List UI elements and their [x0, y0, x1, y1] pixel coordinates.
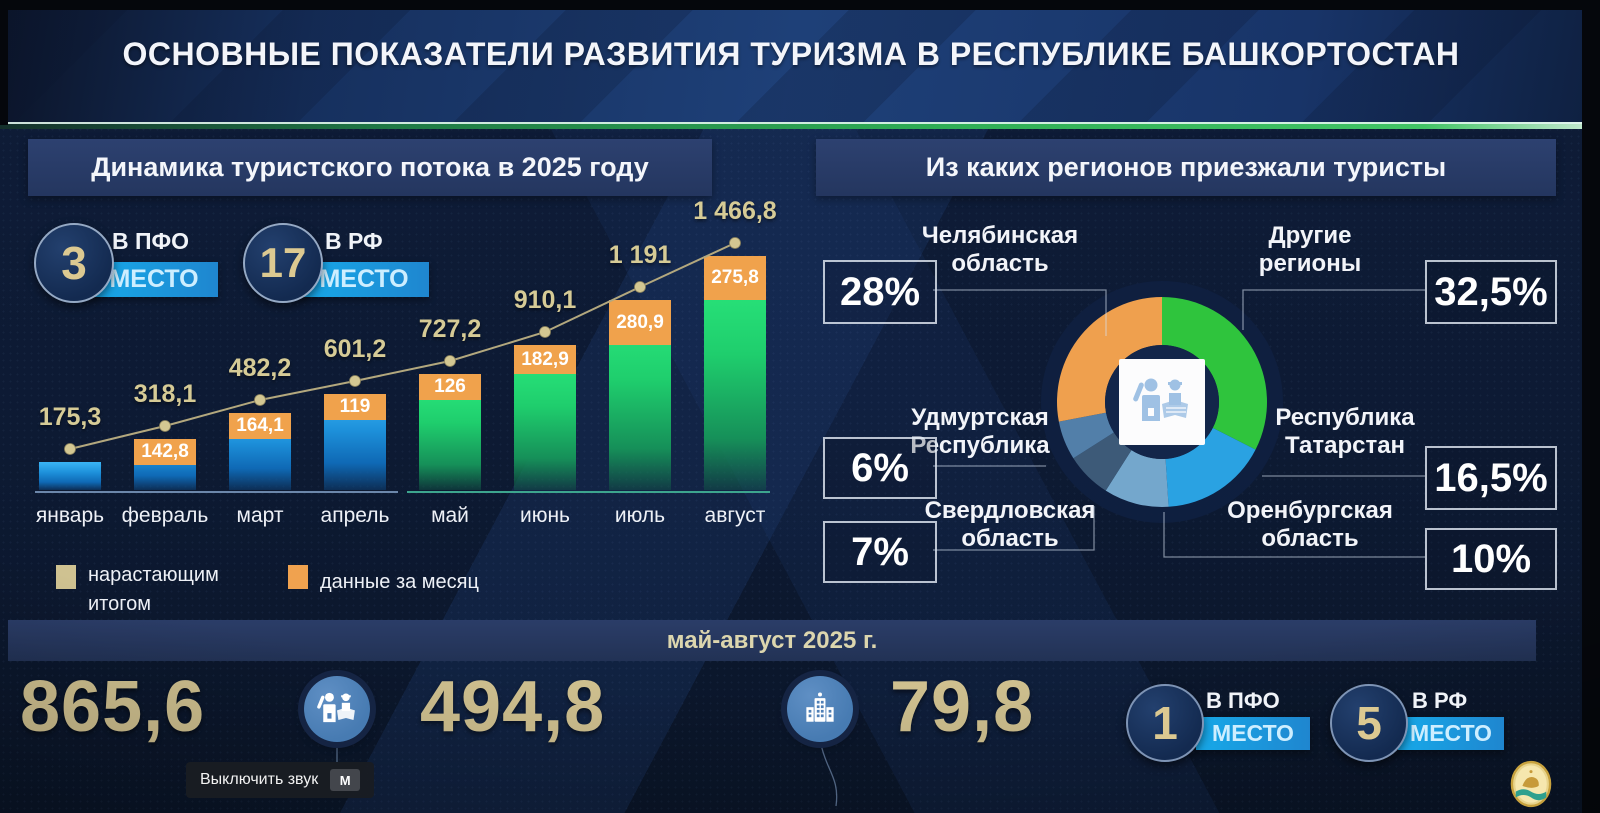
stat-season-flow: 494,8 — [420, 667, 606, 747]
pct-box-orenburg: 10% — [1425, 528, 1557, 590]
region-label-udmurtia: Удмуртская Республика — [910, 404, 1050, 459]
region-label-chelyabinsk: Челябинская область — [921, 222, 1079, 277]
mute-shortcut-key: M — [330, 769, 361, 791]
bar-апрель: 119 — [324, 394, 386, 490]
title-band — [0, 10, 1582, 122]
rank-value: 5 — [1356, 697, 1382, 749]
legend-label-cumulative: нарастающим итогом — [88, 564, 219, 615]
region-label-sverdlovsk: Свердловская область — [924, 497, 1096, 552]
pct-box-tatarstan: 16,5% — [1425, 446, 1557, 510]
region-label-tatarstan: Республика Татарстан — [1275, 404, 1415, 459]
bar-monthly-segment: 142,8 — [134, 439, 196, 465]
rank-scope-pfo: В ПФО — [1206, 688, 1280, 713]
donut-slice — [1162, 297, 1267, 450]
mute-tooltip-label: Выключить звук — [200, 771, 319, 788]
cumulative-value-label: 910,1 — [513, 286, 577, 314]
stat-tourist-flow-total: 865,6 — [20, 667, 206, 747]
donut-slice — [1105, 450, 1169, 507]
month-axis-label: август — [704, 504, 766, 527]
bar-август: 275,8 — [704, 256, 766, 490]
pct-box-other: 32,5% — [1425, 260, 1557, 324]
month-axis-label: июнь — [519, 504, 571, 527]
bar-январь — [39, 462, 101, 490]
rank-value: 1 — [1152, 697, 1178, 749]
rank-scope-pfo: В ПФО — [112, 228, 190, 254]
legend-swatch-cumulative — [56, 565, 76, 589]
donut-slice — [1057, 297, 1162, 422]
bar-июнь: 182,9 — [514, 345, 576, 490]
cumulative-value-label: 318,1 — [133, 380, 197, 408]
pct-box-chelyabinsk: 28% — [823, 260, 937, 324]
page-title: ОСНОВНЫЕ ПОКАЗАТЕЛИ РАЗВИТИЯ ТУРИЗМА В Р… — [122, 36, 1460, 72]
left-panel-title: Динамика туристского потока в 2025 году — [28, 139, 712, 196]
cumulative-value-label: 1 191 — [608, 241, 672, 269]
bar-февраль: 142,8 — [134, 439, 196, 490]
bar-май: 126 — [419, 374, 481, 490]
pct-box-udmurtia: 6% — [823, 437, 937, 499]
month-axis-label: июль — [614, 504, 666, 527]
period-band: май-август 2025 г. — [8, 620, 1536, 661]
donut-slice — [1165, 427, 1256, 507]
month-axis-label: январь — [35, 504, 105, 527]
rank-circle-pfo-1: 1 — [1126, 684, 1204, 762]
donut-slice — [1073, 432, 1132, 491]
rank-value: 3 — [61, 237, 87, 289]
player-mute-tooltip[interactable]: Выключить звук M — [186, 762, 375, 798]
letterbox-top — [0, 0, 1600, 10]
tourists-people-icon — [304, 676, 370, 742]
pct-box-sverdlovsk: 7% — [823, 521, 937, 583]
month-axis-label: апрель — [320, 504, 390, 527]
month-axis-label: май — [431, 504, 469, 527]
month-axis-label: март — [236, 504, 284, 527]
bar-monthly-segment: 182,9 — [514, 345, 576, 374]
cumulative-value-label: 1 466,8 — [693, 197, 777, 225]
legend-label-monthly: данные за месяц — [320, 571, 479, 593]
month-axis-label: февраль — [121, 504, 209, 527]
legend-swatch-monthly — [288, 565, 308, 589]
hotel-building-icon — [787, 676, 853, 742]
axis-baseline-may-aug — [407, 491, 770, 493]
bar-март: 164,1 — [229, 413, 291, 490]
bashkortostan-emblem-logo — [1510, 760, 1552, 813]
rank-value: 17 — [259, 239, 307, 286]
tourist-flow-bar-chart: 175,3 январь 142,8 318,1 февраль 164,1 482,2 ма… — [30, 197, 777, 527]
rank-ribbon-mesto: МЕСТО — [1398, 717, 1504, 750]
donut-slice — [1058, 412, 1114, 459]
tourists-people-icon — [1133, 378, 1188, 421]
right-panel-title: Из каких регионов приезжали туристы — [816, 139, 1556, 196]
bar-июль: 280,9 — [609, 300, 671, 490]
rank-scope-rf: В РФ — [325, 228, 383, 254]
donut-center-card — [1119, 359, 1205, 445]
rank-circle-rf-17: 17 — [243, 223, 323, 303]
stat-hotel-guests: 79,8 — [890, 667, 1035, 747]
bar-monthly-segment: 119 — [324, 394, 386, 420]
rank-circle-rf-5: 5 — [1330, 684, 1408, 762]
bar-monthly-segment: 164,1 — [229, 413, 291, 439]
green-divider-line — [0, 122, 1582, 129]
cumulative-value-label: 727,2 — [418, 315, 482, 343]
rank-ribbon-mesto: МЕСТО — [1196, 717, 1310, 750]
bar-monthly-segment: 280,9 — [609, 300, 671, 345]
axis-baseline-jan-apr — [35, 491, 398, 493]
region-label-orenburg: Оренбургская область — [1227, 497, 1393, 552]
letterbox-left — [0, 0, 8, 125]
region-label-other: Другие регионы — [1258, 222, 1362, 277]
rank-circle-pfo-3: 3 — [34, 223, 114, 303]
letterbox-right — [1582, 0, 1600, 813]
bar-monthly-segment: 126 — [419, 374, 481, 400]
bar-monthly-segment: 275,8 — [704, 256, 766, 300]
rank-scope-rf: В РФ — [1412, 688, 1468, 713]
